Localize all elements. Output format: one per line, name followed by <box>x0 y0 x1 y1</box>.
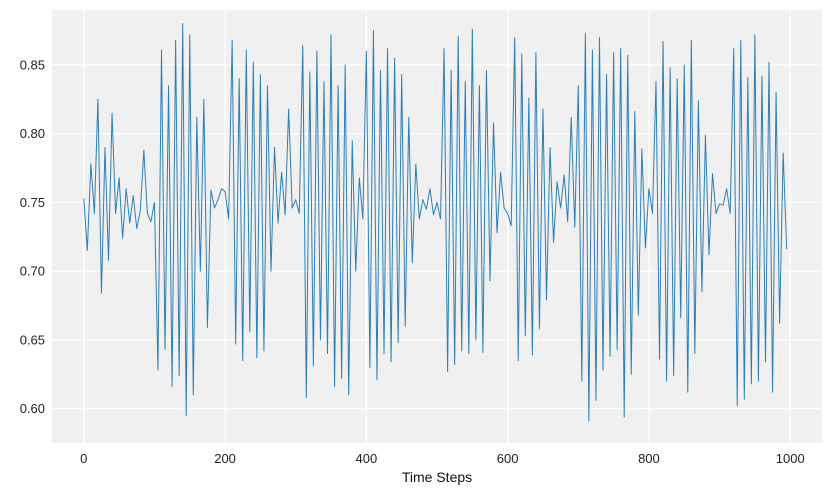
x-tick-labels: 0 200 400 600 800 1000 <box>80 451 805 466</box>
y-tick-label: 0.75 <box>20 195 45 210</box>
x-tick-label: 800 <box>638 451 660 466</box>
y-tick-label: 0.70 <box>20 264 45 279</box>
x-tick-label: 200 <box>214 451 236 466</box>
x-tick-label: 400 <box>356 451 378 466</box>
y-tick-label: 0.60 <box>20 401 45 416</box>
y-tick-label: 0.85 <box>20 57 45 72</box>
y-tick-label: 0.65 <box>20 332 45 347</box>
x-tick-label: 0 <box>80 451 87 466</box>
series-line <box>83 23 788 422</box>
x-tick-label: 600 <box>497 451 519 466</box>
x-axis-label: Time Steps <box>402 469 472 485</box>
x-tick-label: 1000 <box>776 451 805 466</box>
plot-background <box>52 10 822 443</box>
y-tick-label: 0.80 <box>20 126 45 141</box>
y-tick-labels: 0.60 0.65 0.70 0.75 0.80 0.85 <box>20 57 45 416</box>
